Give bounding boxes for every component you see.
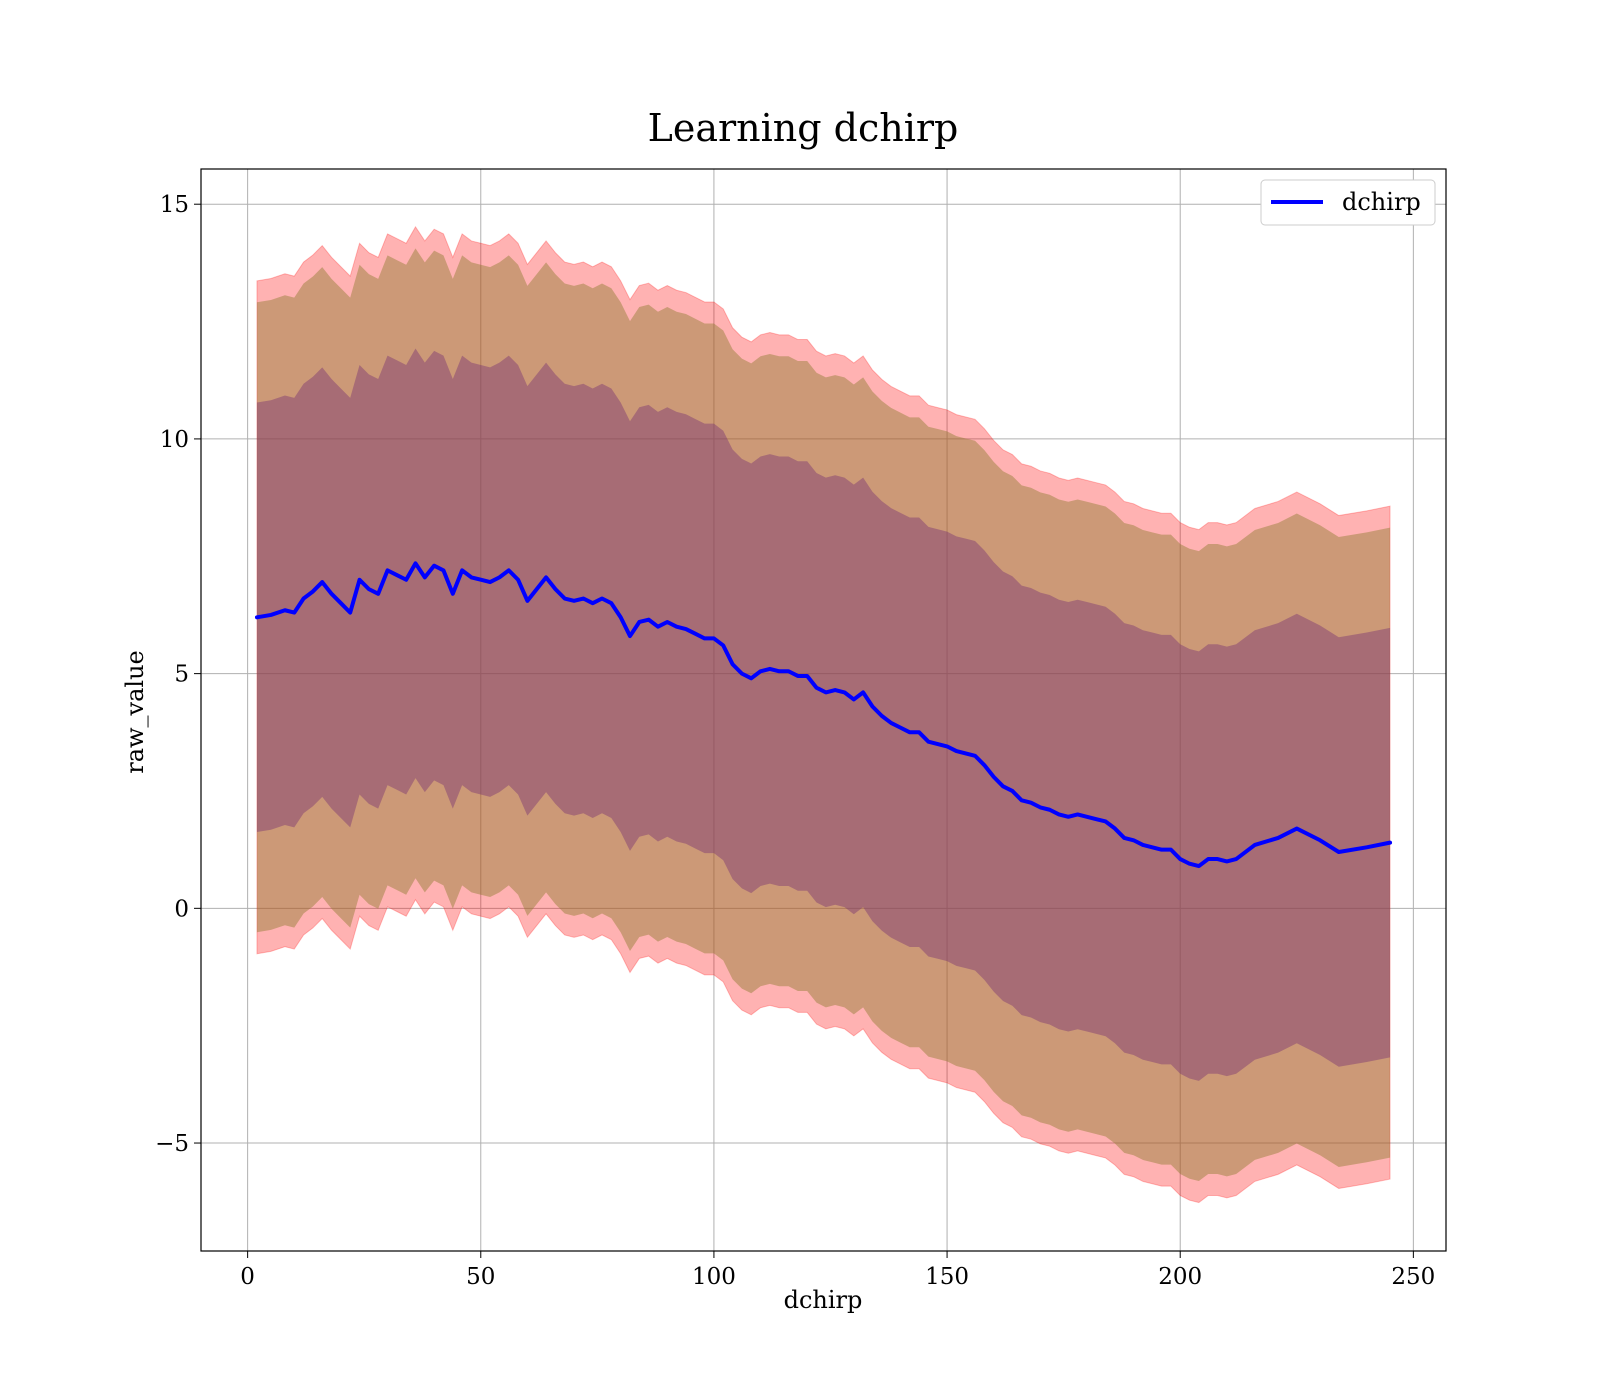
confidence-bands (256, 225, 1391, 1204)
plot-frame (200, 168, 1447, 1252)
y-tick-label: 10 (160, 427, 189, 453)
legend: dchirp (1260, 179, 1436, 226)
x-axis-ticks: 0 50 100 150 200 250 (240, 1251, 1435, 1290)
grid (201, 169, 1446, 1251)
y-axis-ticks: −5 0 5 10 15 (155, 192, 201, 1157)
x-axis-label: dchirp (784, 1286, 863, 1314)
y-tick-label: −5 (155, 1131, 189, 1157)
x-tick-label: 150 (925, 1264, 969, 1290)
x-tick-label: 200 (1158, 1264, 1202, 1290)
series-line-dchirp (254, 561, 1393, 869)
y-tick-label: 0 (174, 896, 189, 922)
legend-box (1260, 179, 1436, 226)
chart-title: Learning dchirp (648, 106, 959, 150)
x-tick-label: 100 (692, 1264, 736, 1290)
band-inner (256, 348, 1391, 1081)
y-tick-label: 5 (174, 662, 189, 688)
x-tick-label: 0 (240, 1264, 255, 1290)
series-lines (254, 561, 1393, 869)
x-tick-label: 50 (466, 1264, 495, 1290)
legend-entry-label: dchirp (1342, 188, 1421, 216)
y-tick-label: 15 (160, 192, 189, 218)
band-outer (256, 225, 1391, 1204)
band-middle (256, 248, 1391, 1182)
x-tick-label: 250 (1391, 1264, 1435, 1290)
y-axis-label: raw_value (121, 650, 149, 774)
